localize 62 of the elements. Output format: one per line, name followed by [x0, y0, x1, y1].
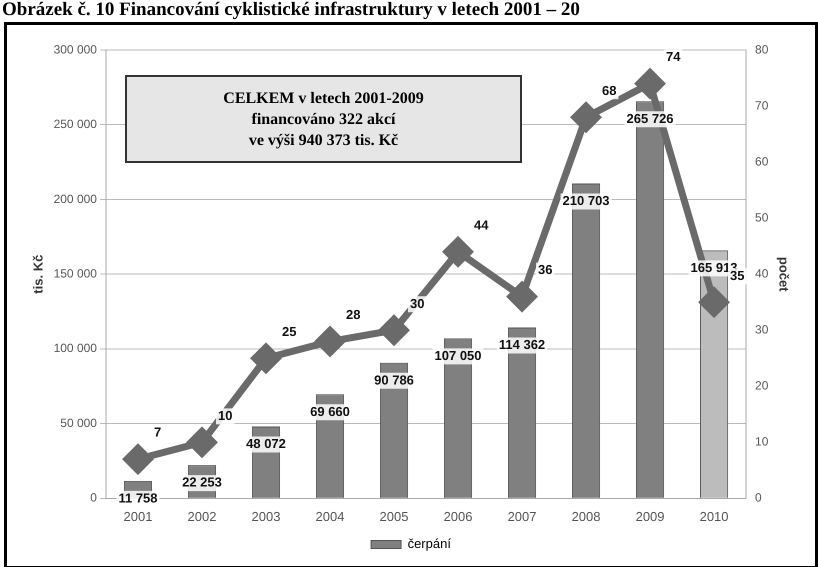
- x-tick-label: 2007: [508, 508, 536, 524]
- y-tick-label: 100 000: [54, 341, 98, 356]
- point: [251, 344, 280, 373]
- point: [508, 282, 537, 312]
- y2-tick-label: 30: [755, 322, 769, 337]
- data-label: 90 786: [374, 372, 414, 388]
- y-axis-title: tis. Kč: [30, 254, 46, 294]
- data-label: 25: [282, 324, 296, 339]
- point: [572, 102, 601, 132]
- data-label: 11 758: [118, 490, 158, 506]
- y2-axis-title: počet: [776, 256, 792, 292]
- y2-tick-label: 70: [755, 98, 769, 112]
- data-label: 36: [538, 262, 552, 278]
- point: [187, 428, 216, 457]
- data-label: 69 660: [310, 404, 350, 419]
- y-tick-label: 0: [90, 490, 98, 505]
- y2-tick-label: 60: [755, 154, 769, 168]
- y-tick-label: 200 000: [54, 192, 98, 206]
- x-tick-label: 2003: [252, 508, 280, 524]
- annotation: ve výši 940 373 tis. Kč: [248, 130, 400, 150]
- data-label: 22 253: [182, 474, 222, 490]
- chart-title: Obrázek č. 10 Financování cyklistické infrastruktury v letech 2001 – 20: [2, 0, 580, 20]
- y-tick-label: 300 000: [54, 42, 98, 56]
- point: [123, 444, 152, 474]
- point: [444, 237, 473, 266]
- y2-tick-label: 0: [755, 490, 762, 505]
- y2-tick-label: 20: [755, 378, 769, 393]
- x-tick-label: 2006: [444, 508, 472, 524]
- x-tick-label: 2001: [124, 508, 152, 524]
- x-tick-label: 2004: [316, 508, 344, 524]
- y2-tick-label: 80: [755, 42, 769, 56]
- data-label: 28: [346, 307, 360, 322]
- legend-label: čerpání: [408, 536, 452, 552]
- data-label: 114 362: [498, 337, 546, 352]
- data-label: 48 072: [246, 436, 286, 452]
- x-tick-label: 2010: [700, 508, 729, 524]
- point: [700, 288, 729, 317]
- y-tick-label: 250 000: [54, 117, 98, 132]
- data-label: 265 726: [626, 110, 674, 126]
- text-box: CELKEM v letech 2001-2009 financováno 322 akcí ve výši 940 373 tis. Kč: [125, 75, 522, 163]
- data-label: 107 050: [434, 348, 482, 363]
- data-label: 44: [474, 217, 490, 232]
- annotation: CELKEM v letech 2001-2009: [222, 88, 425, 108]
- data-label: 30: [410, 296, 424, 311]
- y2-tick-label: 50: [755, 210, 769, 224]
- y-tick-label: 50 000: [60, 416, 98, 430]
- data-label: 210 703: [562, 193, 610, 208]
- data-label: 10: [218, 408, 232, 423]
- point: [380, 316, 409, 345]
- point: [316, 326, 345, 356]
- x-tick-label: 2009: [636, 508, 664, 524]
- x-tick-label: 2002: [188, 508, 216, 524]
- data-label: 7: [154, 424, 162, 440]
- data-label: 68: [602, 82, 616, 98]
- x-tick-label: 2005: [380, 508, 408, 524]
- y-tick-label: 150 000: [54, 266, 98, 281]
- y2-tick-label: 10: [755, 434, 769, 449]
- y2-tick-label: 40: [755, 266, 769, 281]
- annotation: financováno 322 akcí: [250, 110, 396, 130]
- x-tick-label: 2008: [572, 508, 600, 524]
- data-label: 74: [666, 49, 682, 64]
- point: [636, 69, 665, 98]
